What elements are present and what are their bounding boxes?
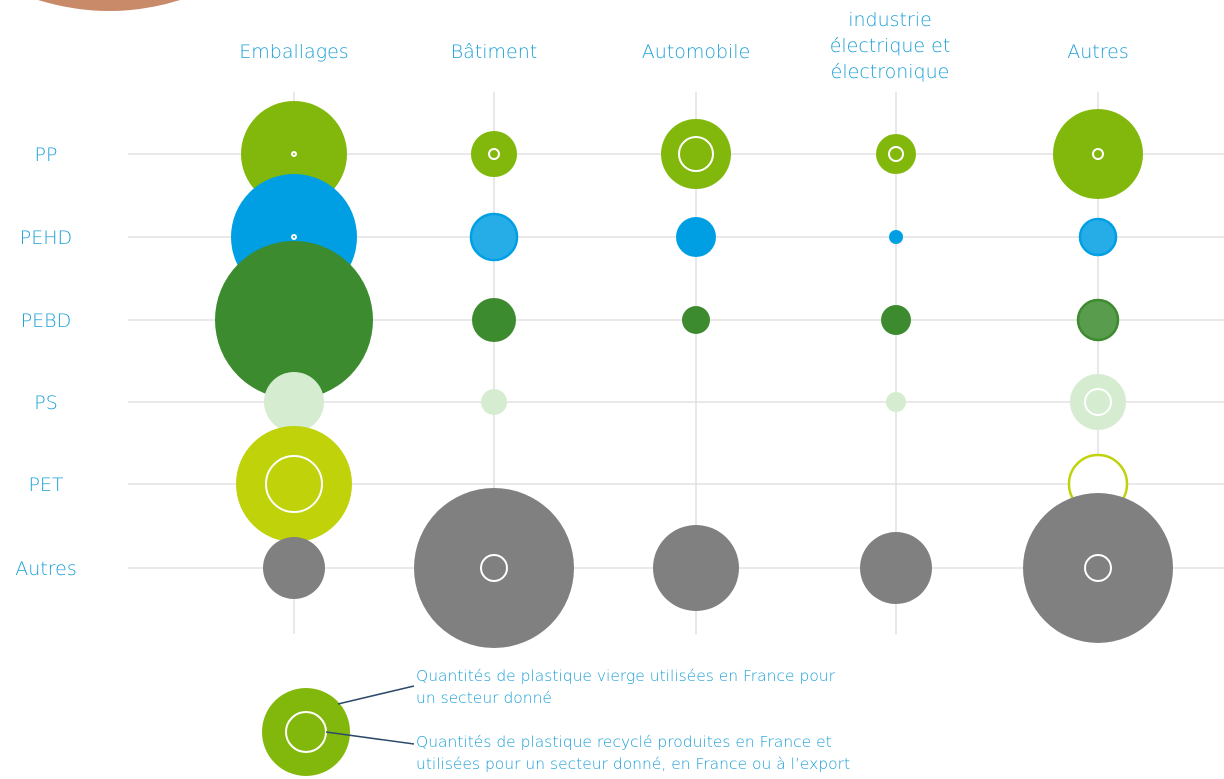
bubble-virgin-pehd-3	[676, 217, 716, 257]
bubble-virgin-inner-pehd-2	[472, 215, 516, 259]
bubble-recycled-pp-5	[1092, 148, 1104, 160]
row-label-pet: PET	[28, 474, 63, 496]
bubble-virgin-inner-pehd-5	[1080, 219, 1116, 255]
bubble-virgin-autres-2	[414, 488, 574, 648]
bubble-virgin-pehd-4	[889, 230, 903, 244]
column-label-2: Bâtiment	[451, 41, 538, 63]
bubble-virgin-pebd-2	[472, 298, 516, 342]
bubble-virgin-autres-4	[860, 532, 932, 604]
bubble-recycled-autres-2	[480, 554, 508, 582]
bubble-virgin-ps-5	[1070, 374, 1126, 430]
bubble-virgin-pp-3	[661, 119, 731, 189]
bubble-virgin-pp-2	[471, 131, 517, 177]
legend-recycled-text: Quantités de plastique recyclé produites…	[416, 733, 850, 773]
bubble-virgin-ps-1	[264, 372, 324, 432]
legend: Quantités de plastique vierge utilisées …	[262, 667, 850, 776]
bubble-virgin-pp-4	[876, 134, 916, 174]
bubble-recycled-pp-3	[678, 136, 714, 172]
bubble-virgin-pp-5	[1053, 109, 1143, 199]
bubble-virgin-pebd-1	[215, 241, 373, 399]
portrait-photo-fragment	[38, 0, 180, 11]
row-label-ps: PS	[34, 392, 58, 414]
legend-virgin-bubble	[262, 688, 350, 776]
bubble-recycled-autres-5	[1084, 554, 1112, 582]
bubble-virgin-ps-4	[886, 392, 906, 412]
bubbles	[215, 101, 1173, 648]
bubble-virgin-pet-1	[236, 426, 352, 542]
column-labels: Emballages Bâtiment Automobile industrie éle…	[239, 9, 1128, 83]
bubble-virgin-autres-5	[1023, 493, 1173, 643]
legend-virgin-pointer	[337, 685, 415, 705]
bubble-virgin-pebd-4	[881, 305, 911, 335]
bubble-virgin-pebd-3	[682, 306, 710, 334]
bubble-virgin-ps-2	[481, 389, 507, 415]
legend-virgin-text: Quantités de plastique vierge utilisées …	[416, 667, 836, 707]
bubble-virgin-autres-1	[263, 537, 325, 599]
column-label-3: Automobile	[642, 41, 751, 63]
row-labels: PP PEHD PEBD PS PET Autres	[15, 144, 76, 580]
row-label-pehd: PEHD	[20, 227, 72, 249]
row-label-pebd: PEBD	[21, 310, 72, 332]
bubble-recycled-pp-2	[488, 148, 500, 160]
legend-recycled-pointer	[325, 731, 415, 745]
column-label-1: Emballages	[239, 41, 348, 63]
bubble-recycled-pet-1	[265, 455, 323, 513]
row-label-autres: Autres	[15, 558, 76, 580]
column-label-5: Autres	[1067, 41, 1128, 63]
bubble-recycled-pp-4	[888, 146, 904, 162]
bubble-virgin-inner-pebd-5	[1078, 300, 1118, 340]
row-label-pp: PP	[35, 144, 58, 166]
bubble-recycled-pp-1	[291, 151, 297, 157]
column-label-4: industrie électrique et électronique	[830, 9, 951, 83]
bubble-recycled-pehd-1	[291, 234, 297, 240]
bubble-virgin-autres-3	[653, 525, 739, 611]
bubble-recycled-ps-5	[1084, 388, 1112, 416]
